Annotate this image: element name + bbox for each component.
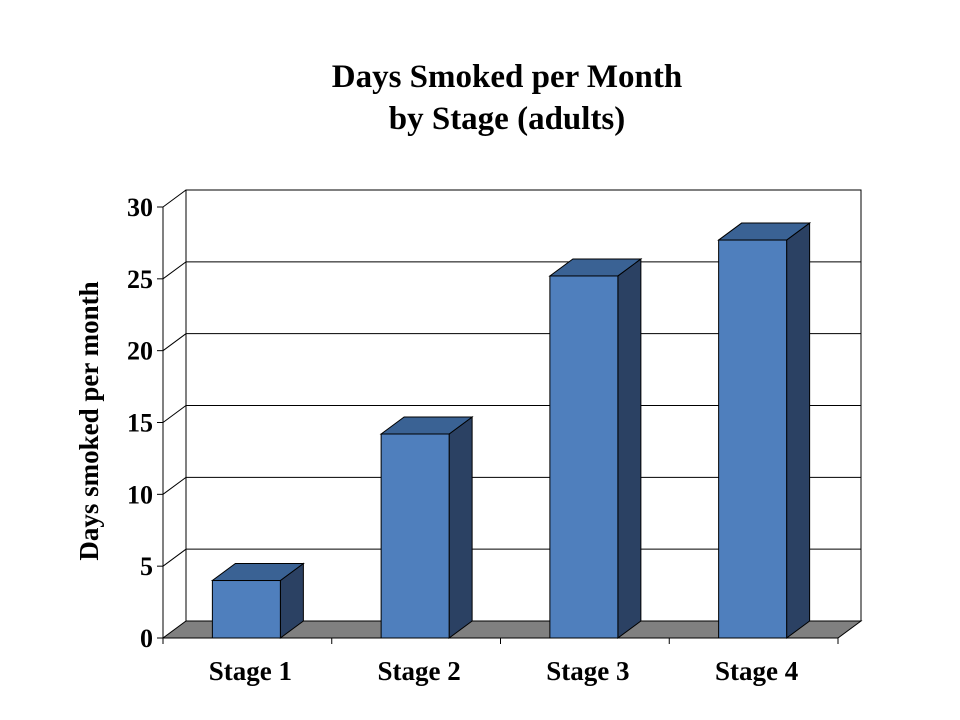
chart-title: Days Smoked per Month by Stage (adults) bbox=[0, 56, 960, 140]
bar bbox=[210, 562, 305, 639]
bar-front bbox=[549, 275, 619, 639]
y-tick-label: 25 bbox=[127, 265, 153, 294]
bar bbox=[548, 257, 643, 639]
x-tick-label: Stage 4 bbox=[715, 656, 798, 686]
bar-side bbox=[786, 222, 811, 639]
y-tick-label: 5 bbox=[140, 552, 153, 581]
x-tick-label: Stage 3 bbox=[546, 656, 629, 686]
y-tick-label: 0 bbox=[140, 624, 153, 653]
x-tick-label: Stage 2 bbox=[378, 656, 461, 686]
chart-title-line-1: Days Smoked per Month bbox=[331, 59, 683, 95]
x-tick-label: Stage 1 bbox=[209, 656, 292, 686]
gridline bbox=[162, 189, 861, 208]
y-tick-label: 30 bbox=[127, 193, 153, 222]
bar bbox=[379, 416, 474, 639]
bar-front bbox=[718, 239, 788, 639]
y-tick-label: 20 bbox=[127, 337, 153, 366]
y-tick-label: 15 bbox=[127, 409, 153, 438]
y-axis-title: Days smoked per month bbox=[74, 281, 104, 560]
bar-side bbox=[617, 257, 642, 639]
axes: 0 5 10 15 20 25 30 Stage 1 Stage 2 Stage 3 Stage 4 bbox=[127, 193, 839, 686]
y-tick-label: 10 bbox=[127, 480, 153, 509]
bar-side bbox=[448, 416, 473, 639]
bar-front bbox=[380, 433, 450, 639]
bars bbox=[210, 222, 812, 639]
chart-title-line-2: by Stage (adults) bbox=[388, 101, 626, 137]
bar bbox=[717, 222, 812, 639]
bar-front bbox=[211, 580, 281, 639]
